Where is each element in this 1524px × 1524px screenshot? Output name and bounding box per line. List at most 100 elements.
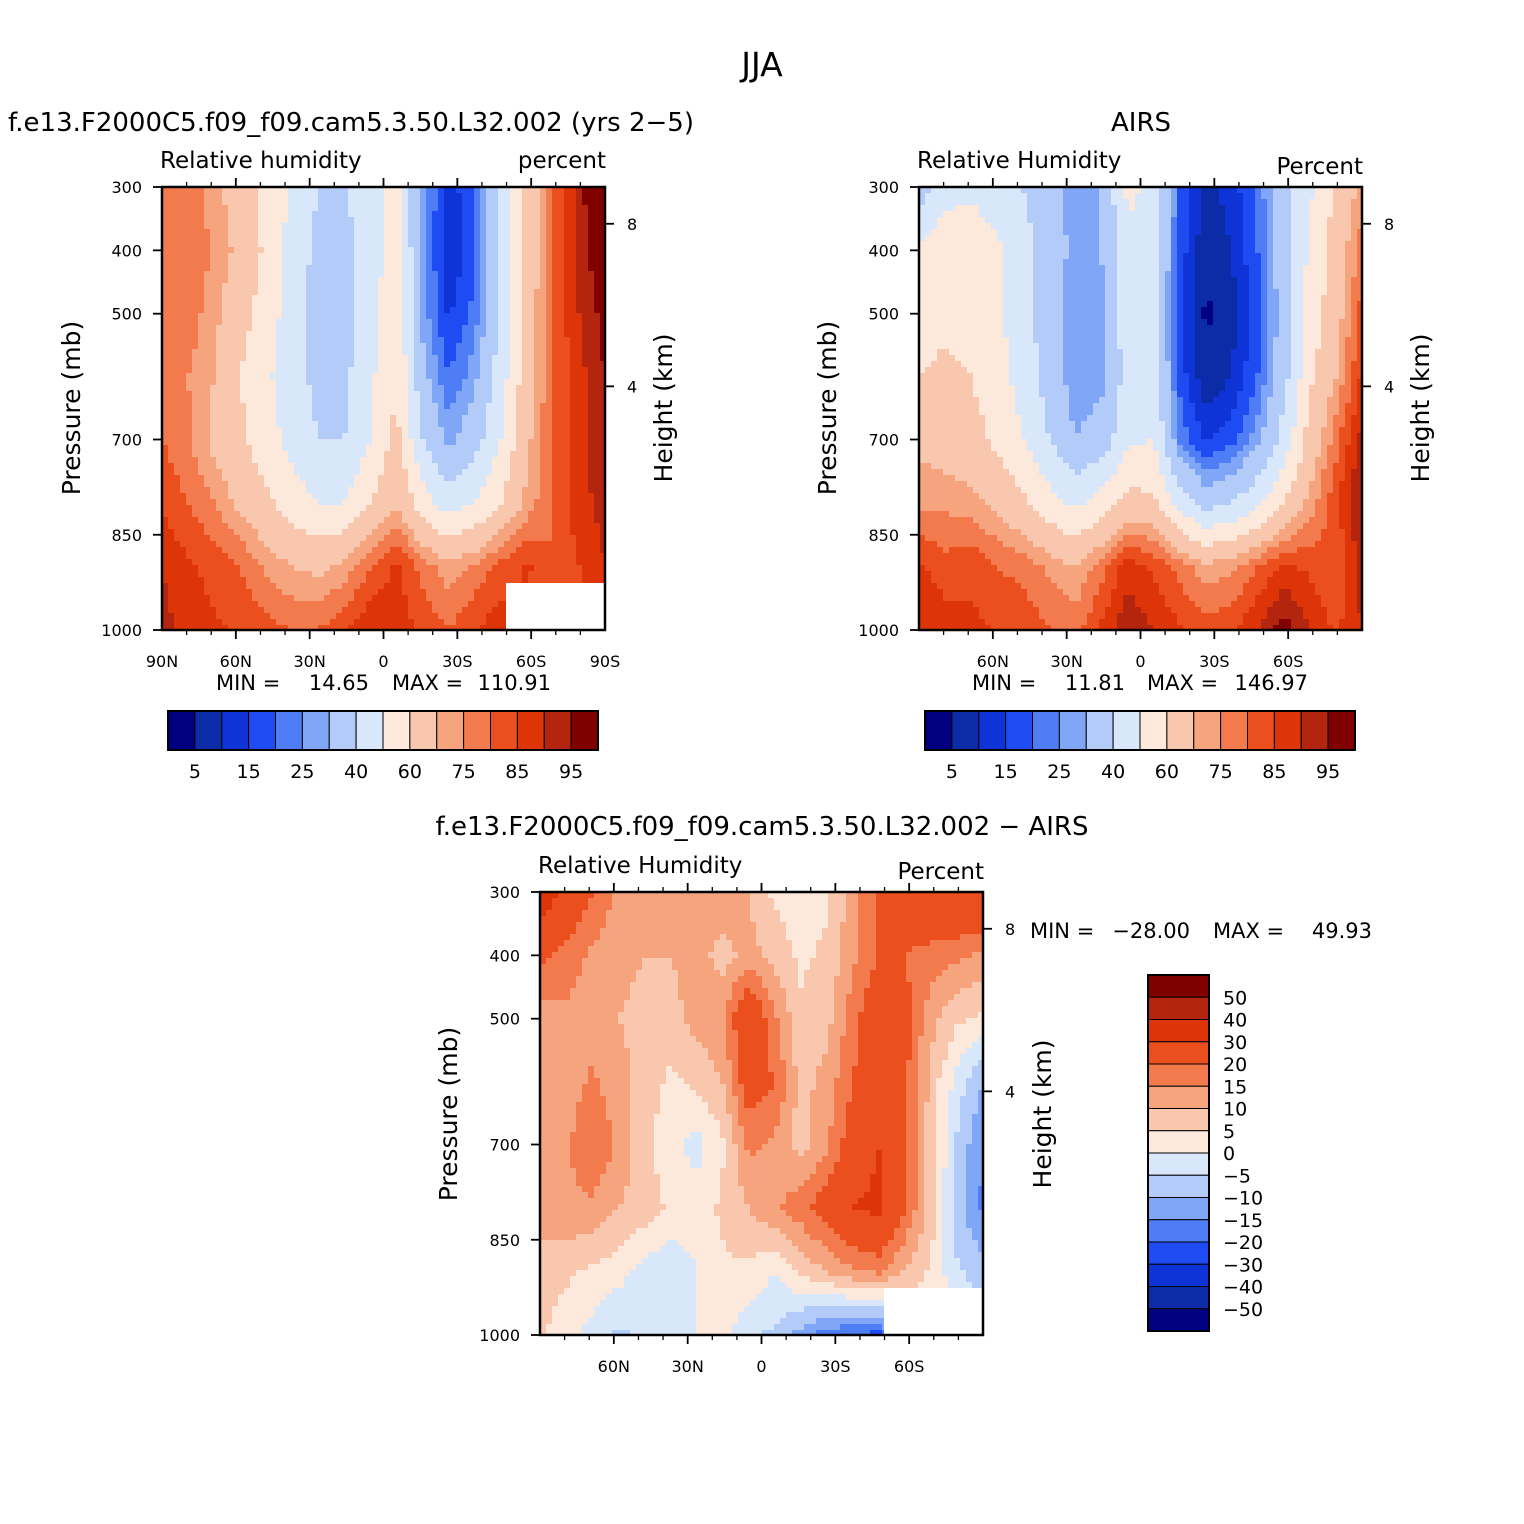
heatmap-cell <box>222 283 229 290</box>
heatmap-cell <box>600 571 605 578</box>
heatmap-cell <box>528 517 535 524</box>
heatmap-cell <box>216 517 223 524</box>
heatmap-cell <box>408 307 415 314</box>
heatmap-cell <box>576 193 583 200</box>
heatmap-cell <box>426 265 433 272</box>
heatmap-cell <box>210 379 217 386</box>
heatmap-cell <box>384 319 391 326</box>
heatmap-cell <box>492 451 499 458</box>
heatmap-cell <box>516 367 523 374</box>
heatmap-cell <box>174 373 181 380</box>
heatmap-cell <box>588 259 595 266</box>
heatmap-cell <box>180 451 187 458</box>
heatmap-cell <box>222 571 229 578</box>
heatmap-cell <box>534 223 541 230</box>
heatmap-cell <box>186 457 193 464</box>
heatmap-cell <box>540 355 547 362</box>
heatmap-cell <box>372 277 379 284</box>
heatmap-cell <box>168 343 175 350</box>
heatmap-cell <box>282 355 289 362</box>
heatmap-cell <box>270 547 277 554</box>
heatmap-cell <box>234 577 241 584</box>
heatmap-cell <box>438 469 445 476</box>
heatmap-cell <box>288 385 295 392</box>
heatmap-cell <box>222 259 229 266</box>
heatmap-cell <box>420 439 427 446</box>
heatmap-cell <box>174 283 181 290</box>
heatmap-cell <box>528 535 535 542</box>
heatmap-cell <box>390 361 397 368</box>
heatmap-cell <box>468 247 475 254</box>
heatmap-cell <box>432 547 439 554</box>
heatmap-cell <box>510 247 517 254</box>
heatmap-cell <box>528 301 535 308</box>
heatmap-cell <box>180 583 187 590</box>
heatmap-cell <box>354 313 361 320</box>
heatmap-cell <box>426 241 433 248</box>
heatmap-cell <box>354 229 361 236</box>
heatmap-cell <box>342 541 349 548</box>
heatmap-cell <box>348 199 355 206</box>
heatmap-cell <box>444 307 451 314</box>
heatmap-cell <box>336 391 343 398</box>
heatmap-cell <box>516 211 523 218</box>
heatmap-cell <box>570 415 577 422</box>
heatmap-cell <box>234 205 241 212</box>
heatmap-cell <box>222 583 229 590</box>
heatmap-cell <box>558 571 565 578</box>
heatmap-cell <box>552 217 559 224</box>
heatmap-cell <box>378 307 385 314</box>
heatmap-cell <box>354 283 361 290</box>
heatmap-cell <box>312 439 319 446</box>
heatmap-cell <box>582 241 589 248</box>
heatmap-cell <box>354 331 361 338</box>
heatmap-cell <box>306 517 313 524</box>
heatmap-cell <box>162 571 169 578</box>
heatmap-cell <box>186 517 193 524</box>
heatmap-cell <box>312 535 319 542</box>
heatmap-cell <box>192 493 199 500</box>
heatmap-cell <box>402 307 409 314</box>
heatmap-cell <box>210 235 217 242</box>
heatmap-cell <box>474 421 481 428</box>
heatmap-cell <box>576 307 583 314</box>
heatmap-cell <box>492 241 499 248</box>
heatmap-cell <box>462 583 469 590</box>
heatmap-cell <box>318 547 325 554</box>
heatmap-cell <box>378 301 385 308</box>
heatmap-cell <box>576 289 583 296</box>
heatmap-cell <box>510 577 517 584</box>
heatmap-cell <box>294 331 301 338</box>
heatmap-cell <box>258 307 265 314</box>
heatmap-cell <box>294 235 301 242</box>
heatmap-cell <box>240 193 247 200</box>
heatmap-cell <box>480 493 487 500</box>
heatmap-cell <box>162 589 169 596</box>
heatmap-cell <box>570 283 577 290</box>
heatmap-cell <box>414 259 421 266</box>
heatmap-cell <box>588 391 595 398</box>
heatmap-cell <box>246 211 253 218</box>
heatmap-cell <box>450 295 457 302</box>
heatmap-cell <box>168 445 175 452</box>
heatmap-cell <box>510 277 517 284</box>
heatmap-cell <box>180 577 187 584</box>
heatmap-cell <box>396 355 403 362</box>
heatmap-cell <box>246 295 253 302</box>
heatmap-cell <box>210 457 217 464</box>
heatmap-cell <box>492 367 499 374</box>
heatmap-cell <box>372 391 379 398</box>
heatmap-cell <box>390 439 397 446</box>
heatmap-cell <box>234 289 241 296</box>
heatmap-cell <box>408 205 415 212</box>
heatmap-cell <box>300 331 307 338</box>
heatmap-cell <box>174 349 181 356</box>
heatmap-cell <box>510 475 517 482</box>
heatmap-cell <box>492 271 499 278</box>
heatmap-cell <box>546 463 553 470</box>
heatmap-cell <box>336 325 343 332</box>
heatmap-cell <box>300 211 307 218</box>
heatmap-cell <box>504 241 511 248</box>
heatmap-cell <box>360 295 367 302</box>
heatmap-cell <box>222 553 229 560</box>
